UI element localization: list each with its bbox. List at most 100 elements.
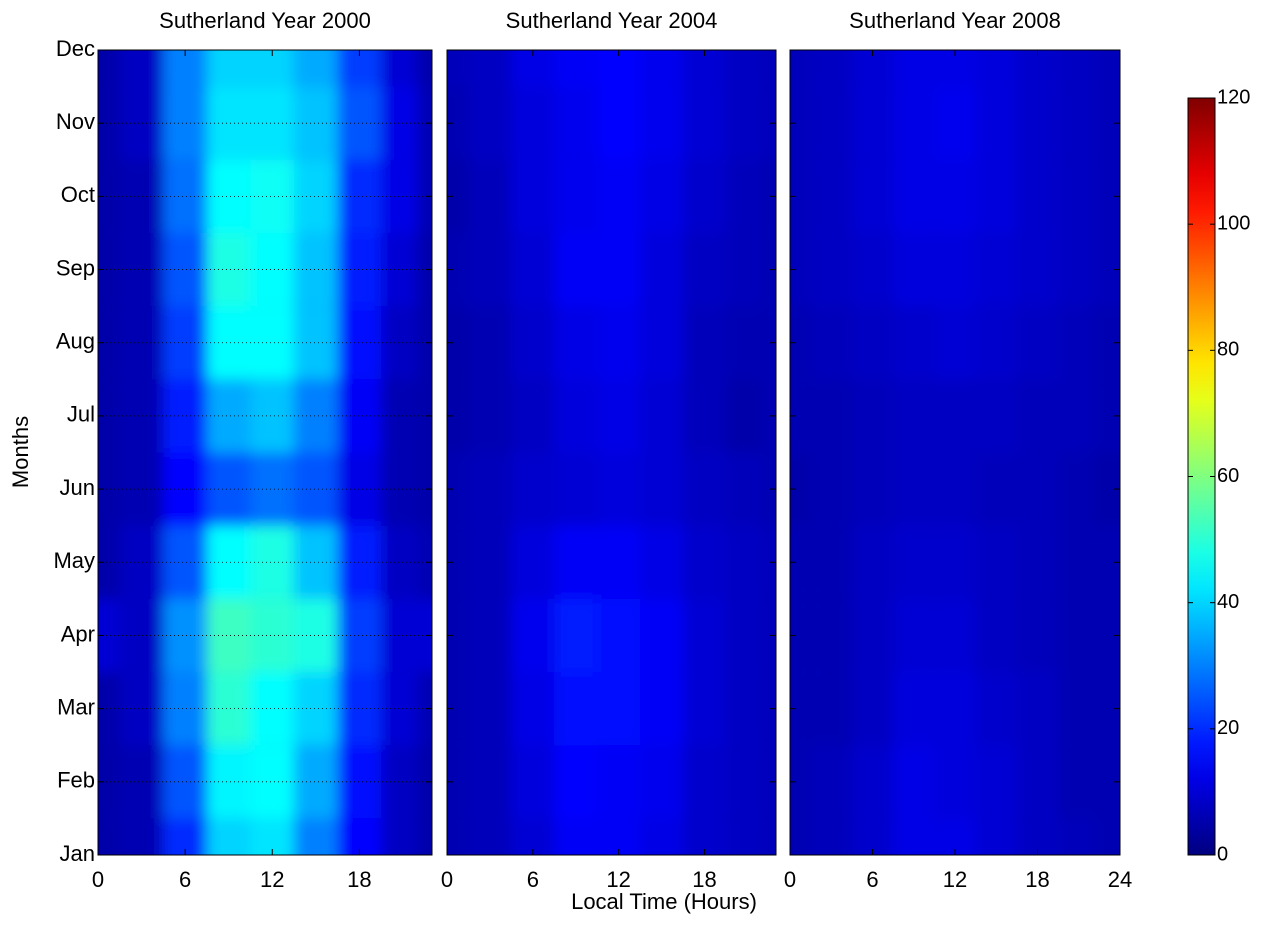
contour-cell bbox=[790, 306, 811, 380]
contour-cell bbox=[337, 745, 382, 819]
x-tick-label: 24 bbox=[1108, 867, 1132, 892]
y-tick-label: Jun bbox=[60, 475, 95, 500]
contour-cell bbox=[294, 232, 338, 307]
contour-cell bbox=[250, 379, 295, 453]
contour-cell bbox=[790, 379, 811, 453]
contour-cell bbox=[640, 379, 684, 453]
contour-cell bbox=[640, 306, 684, 380]
contour-cell bbox=[640, 745, 684, 819]
contour-cell bbox=[1058, 306, 1093, 380]
contour-cell bbox=[447, 379, 469, 453]
y-tick-label: Feb bbox=[57, 768, 95, 793]
contour-cell bbox=[597, 86, 641, 160]
contour-cell bbox=[761, 159, 776, 233]
contour-cell bbox=[1016, 306, 1059, 380]
contour-cell bbox=[790, 50, 811, 87]
contour-cell bbox=[468, 379, 512, 453]
contour-cell bbox=[1058, 745, 1093, 819]
contour-cell bbox=[1016, 525, 1059, 599]
contour-cell bbox=[851, 818, 894, 855]
contour-cell bbox=[597, 598, 641, 673]
contour-cell bbox=[511, 745, 555, 819]
contour-cell bbox=[893, 525, 935, 599]
contour-cell bbox=[119, 452, 164, 526]
contour-cell bbox=[381, 452, 418, 526]
contour-cell bbox=[683, 379, 726, 453]
contour-cell bbox=[597, 50, 641, 87]
x-tick-label: 0 bbox=[441, 867, 453, 892]
contour-cell bbox=[119, 379, 164, 453]
contour-cell bbox=[893, 745, 935, 819]
contour-cell bbox=[417, 159, 432, 233]
contour-cell bbox=[597, 232, 641, 307]
colorbar-tick-label: 100 bbox=[1217, 212, 1250, 234]
contour-cell bbox=[1092, 818, 1120, 855]
contour-cell bbox=[761, 232, 776, 307]
y-tick-label: Oct bbox=[61, 182, 95, 207]
contour-cell bbox=[851, 745, 894, 819]
contour-cell bbox=[554, 745, 598, 819]
contour-cell bbox=[597, 306, 641, 380]
contour-cell bbox=[468, 525, 512, 599]
contour-cell bbox=[511, 525, 555, 599]
colorbar-tick-label: 60 bbox=[1217, 465, 1239, 487]
contour-cell bbox=[597, 452, 641, 526]
contour-cell bbox=[975, 452, 1017, 526]
contour-cell bbox=[98, 818, 120, 855]
contour-cell bbox=[725, 379, 762, 453]
contour-cell bbox=[447, 598, 469, 673]
contour-cell bbox=[337, 525, 382, 599]
x-tick-label: 18 bbox=[347, 867, 371, 892]
contour-cell bbox=[810, 159, 852, 233]
contour-cell bbox=[640, 452, 684, 526]
contour-cell bbox=[468, 232, 512, 307]
contour-cell bbox=[761, 672, 776, 746]
contour-cell bbox=[447, 86, 469, 160]
contour-cell bbox=[851, 452, 894, 526]
contour-cell bbox=[975, 745, 1017, 819]
contour-cell bbox=[98, 232, 120, 307]
contour-cell bbox=[447, 232, 469, 307]
contour-cell bbox=[250, 232, 295, 307]
contour-cell bbox=[381, 379, 418, 453]
contour-cell bbox=[206, 50, 251, 87]
contour-cell bbox=[98, 379, 120, 453]
contour-cell bbox=[337, 86, 382, 160]
contour-cell bbox=[163, 232, 207, 307]
contour-cell bbox=[337, 452, 382, 526]
contour-cell bbox=[468, 50, 512, 87]
contour-cell bbox=[119, 745, 164, 819]
contour-cell bbox=[975, 525, 1017, 599]
contour-cell bbox=[163, 598, 207, 673]
contour-cell bbox=[163, 672, 207, 746]
contour-cell bbox=[163, 306, 207, 380]
contour-area bbox=[790, 50, 1120, 855]
contour-cell bbox=[725, 232, 762, 307]
contour-area bbox=[447, 50, 776, 855]
contour-cell bbox=[640, 86, 684, 160]
contour-cell bbox=[683, 50, 726, 87]
contour-cell bbox=[447, 306, 469, 380]
contour-cell bbox=[294, 50, 338, 87]
contour-cell bbox=[975, 306, 1017, 380]
contour-cell bbox=[511, 598, 555, 673]
contour-cell bbox=[337, 306, 382, 380]
contour-cell bbox=[250, 525, 295, 599]
y-tick-label: Sep bbox=[56, 255, 95, 280]
x-tick-label: 12 bbox=[606, 867, 630, 892]
contour-cell bbox=[934, 818, 976, 855]
contour-cell bbox=[554, 159, 598, 233]
contour-cell bbox=[294, 306, 338, 380]
contour-cell bbox=[893, 818, 935, 855]
contour-cell bbox=[761, 452, 776, 526]
contour-cell bbox=[250, 598, 295, 673]
contour-cell bbox=[725, 50, 762, 87]
contour-cell bbox=[417, 745, 432, 819]
contour-cell bbox=[975, 379, 1017, 453]
contour-cell bbox=[893, 598, 935, 673]
plot-frame bbox=[789, 49, 1121, 856]
contour-cell bbox=[417, 452, 432, 526]
contour-cell bbox=[294, 525, 338, 599]
contour-cell bbox=[1016, 232, 1059, 307]
